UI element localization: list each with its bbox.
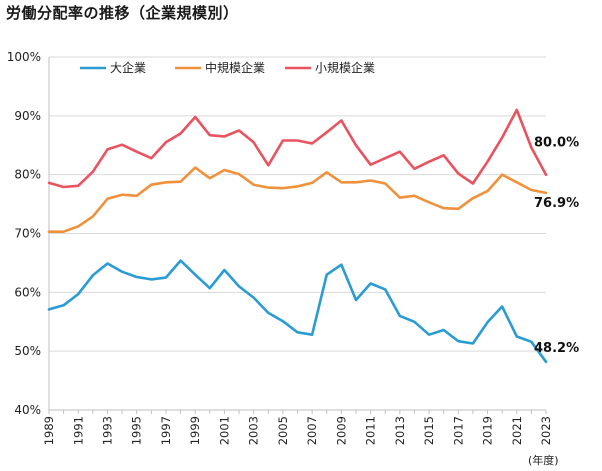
legend-label: 大企業 xyxy=(110,60,146,75)
y-tick-label: 40% xyxy=(14,403,41,417)
x-tick-label: 2013 xyxy=(393,416,407,445)
x-axis: 1989 1991 1993 1995 1997 1999 2001 2003 2005 2007… xyxy=(42,409,553,445)
x-tick-label: 1991 xyxy=(71,416,85,445)
y-axis: 100% 90% 80% 70% 60% 50% 40% xyxy=(7,50,50,417)
series-line-1 xyxy=(47,259,548,364)
legend-label: 小規模企業 xyxy=(315,60,375,75)
x-axis-unit: (年度) xyxy=(528,454,559,467)
end-value-label: 76.9% xyxy=(534,196,579,211)
end-value-label: 80.0% xyxy=(534,136,579,151)
end-value-label: 48.2% xyxy=(534,341,579,356)
x-tick-label: 2015 xyxy=(422,416,436,445)
x-tick-label: 2007 xyxy=(305,416,319,445)
x-tick-label: 2009 xyxy=(334,416,348,445)
legend: 大企業 中規模企業 小規模企業 xyxy=(80,60,375,75)
chart-title: 労働分配率の推移（企業規模別） xyxy=(6,4,239,22)
x-tick-label: 2021 xyxy=(510,416,524,445)
y-tick-label: 80% xyxy=(14,168,41,182)
x-tick-label: 1995 xyxy=(130,416,144,445)
x-tick-label: 2023 xyxy=(539,416,553,445)
x-tick-label: 1993 xyxy=(100,416,114,445)
series-lines xyxy=(47,108,548,364)
x-tick-label: 1989 xyxy=(42,416,56,445)
legend-label: 中規模企業 xyxy=(205,60,265,75)
x-tick-label: 2019 xyxy=(481,416,495,445)
y-tick-label: 60% xyxy=(14,285,41,299)
x-tick-label: 1997 xyxy=(159,416,173,445)
x-tick-label: 2017 xyxy=(451,416,465,445)
y-tick-label: 100% xyxy=(7,50,41,64)
series-line-3 xyxy=(47,108,548,189)
x-tick-label: 2011 xyxy=(364,416,378,445)
y-tick-label: 70% xyxy=(14,227,41,241)
x-tick-label: 2003 xyxy=(247,416,261,445)
y-tick-label: 90% xyxy=(14,109,41,123)
grid-lines xyxy=(49,56,546,352)
x-tick-label: 2001 xyxy=(217,416,231,445)
x-tick-label: 2005 xyxy=(276,416,290,445)
y-tick-label: 50% xyxy=(14,344,41,358)
end-labels: 48.2% 76.9% 80.0% xyxy=(534,136,579,356)
series-line-2 xyxy=(47,166,548,233)
x-tick-label: 1999 xyxy=(188,416,202,445)
